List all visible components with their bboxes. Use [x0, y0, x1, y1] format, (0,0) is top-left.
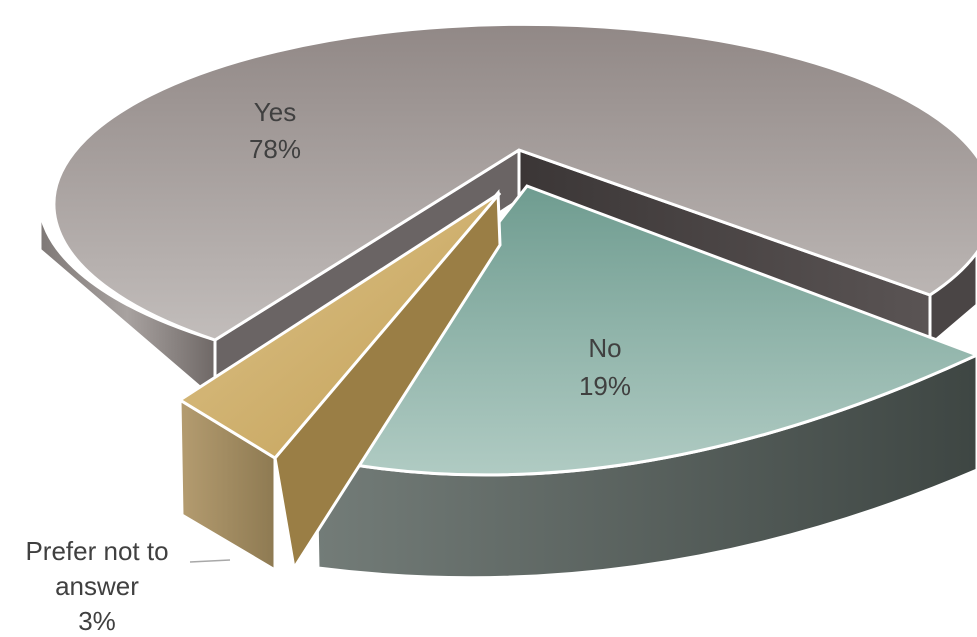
- leader-line: [189, 559, 231, 563]
- slice-prefer-top: [177, 191, 502, 460]
- label-yes-pct: 78%: [249, 134, 301, 164]
- label-no-name: No: [588, 333, 621, 363]
- label-prefer-pct: 3%: [78, 606, 116, 636]
- slice-prefer-not-to-answer: [177, 189, 502, 573]
- label-no-pct: 19%: [579, 371, 631, 401]
- label-prefer-name-line1: Prefer not to: [25, 536, 168, 566]
- slice-yes-top: [52, 22, 977, 342]
- label-prefer-name-line2: answer: [55, 571, 139, 601]
- label-yes-name: Yes: [254, 97, 296, 127]
